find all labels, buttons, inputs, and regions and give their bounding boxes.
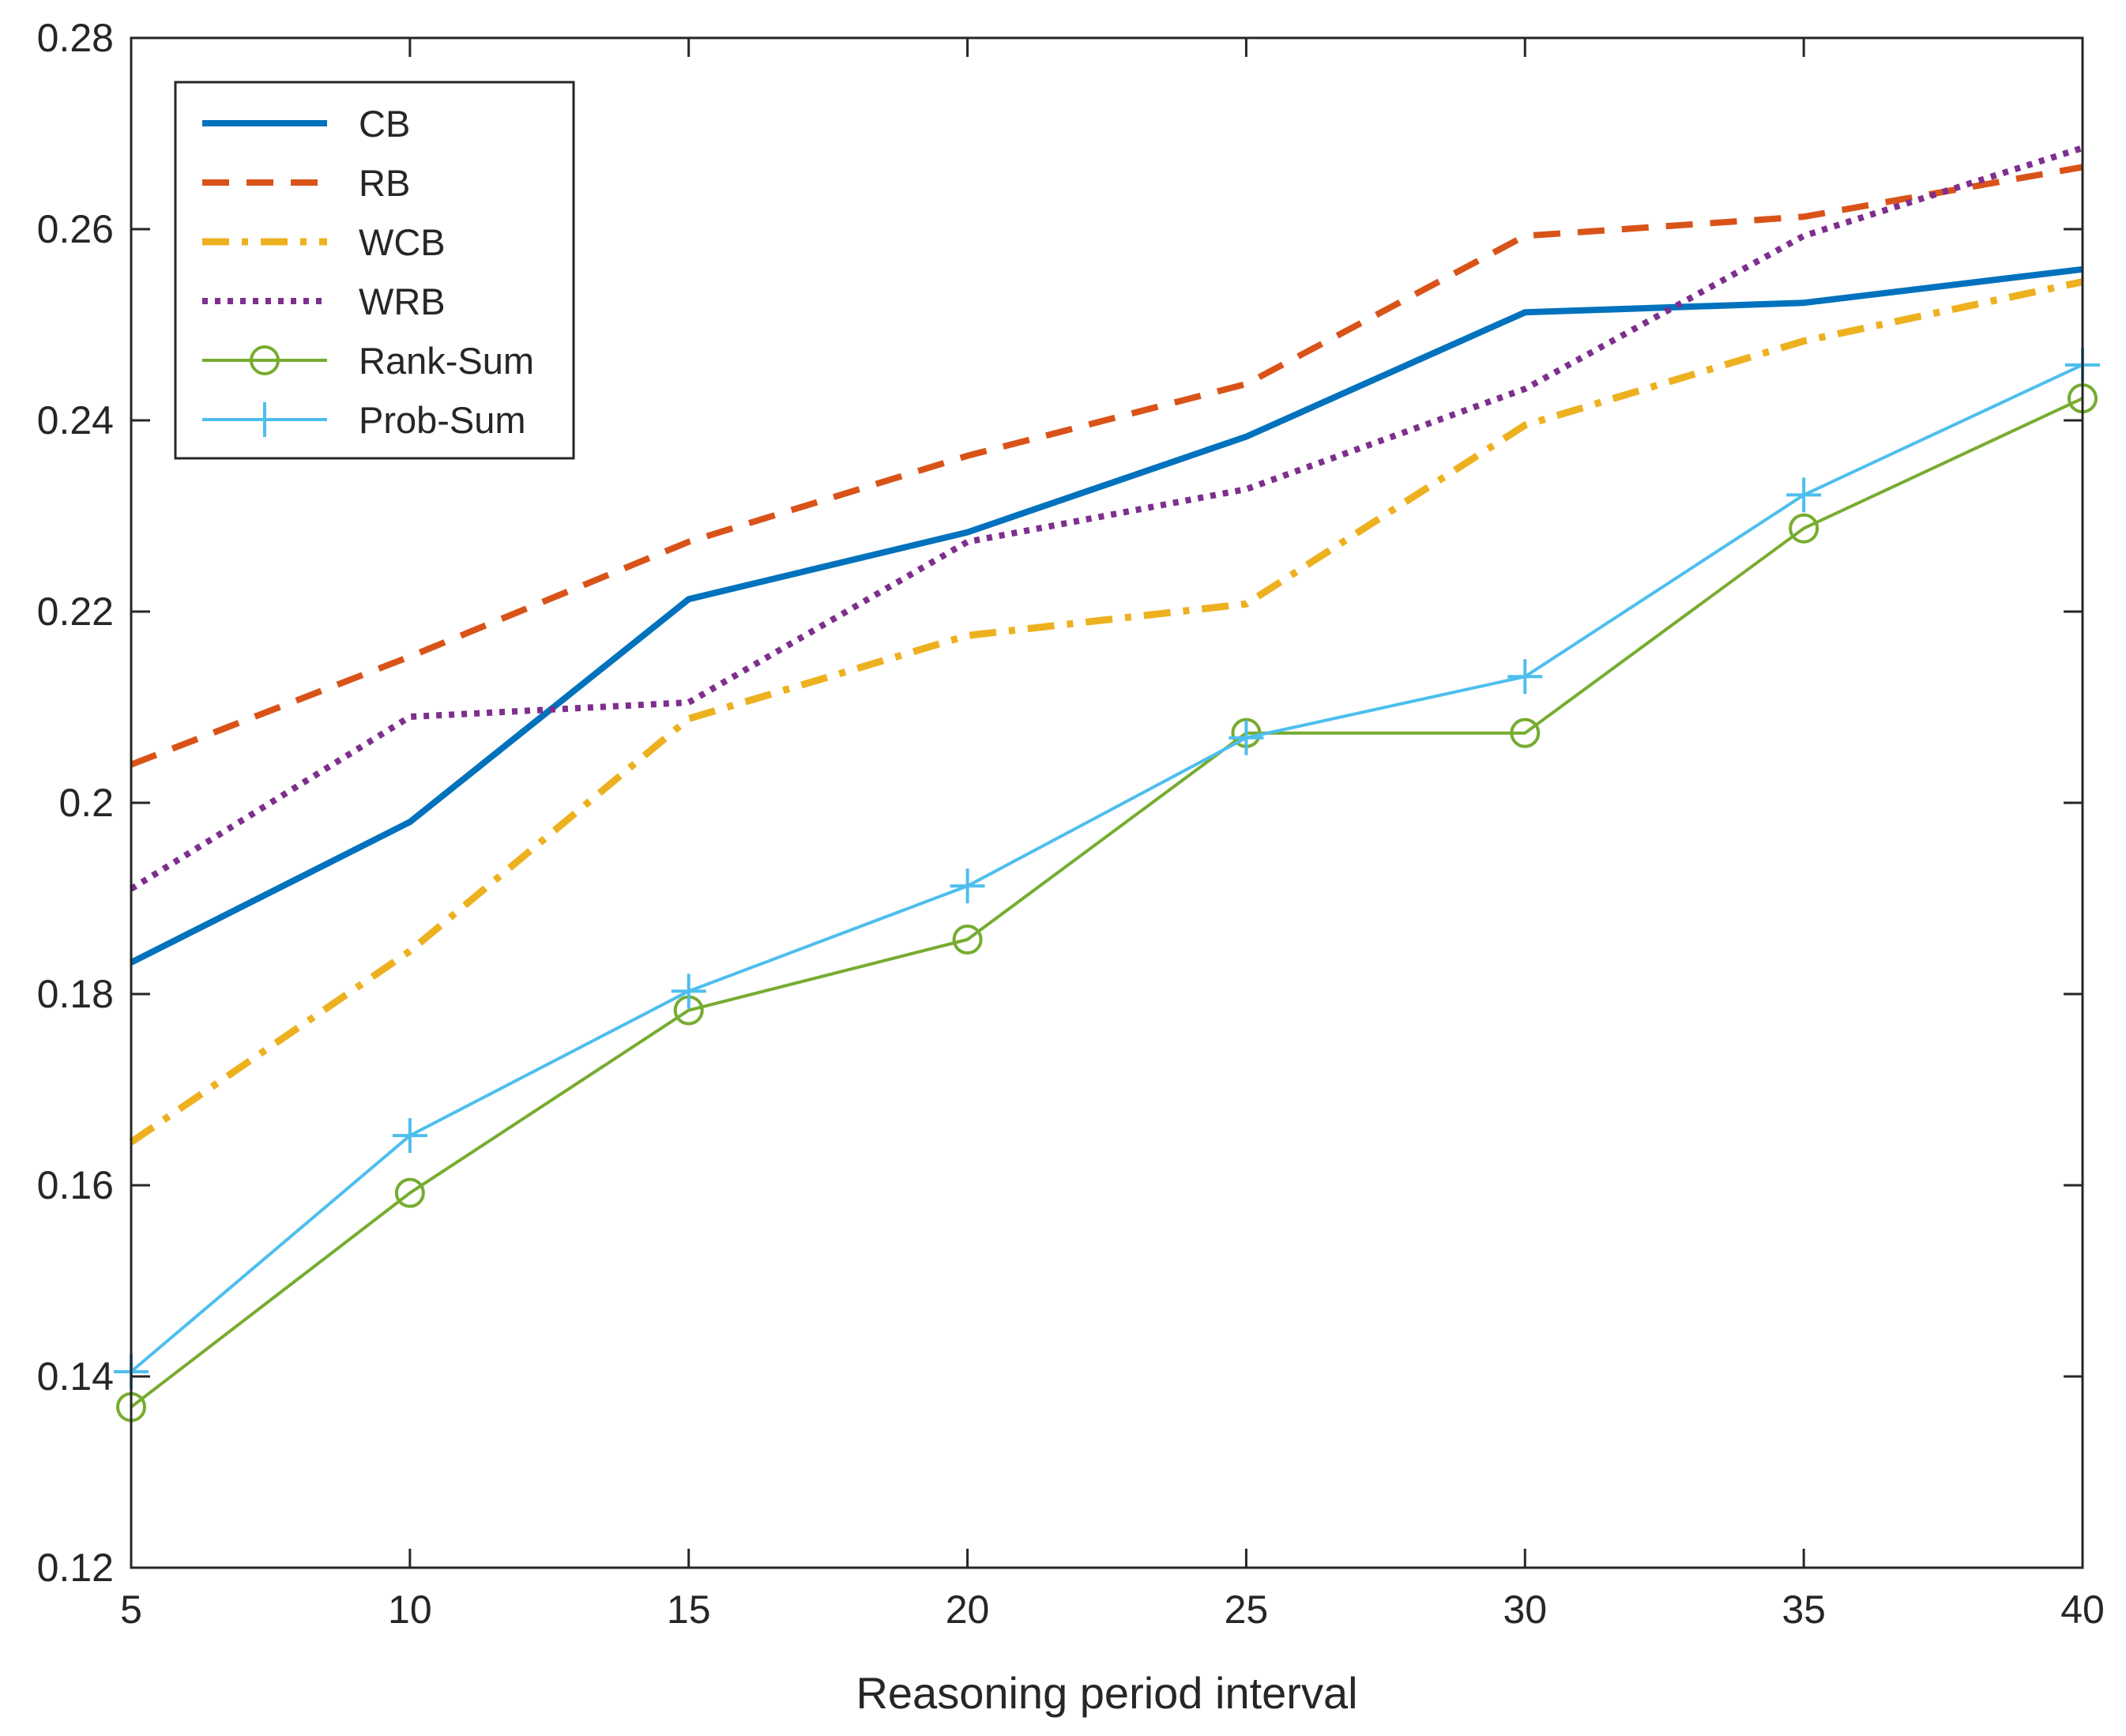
data-point-prob-sum <box>1786 477 1822 513</box>
x-axis-label: Reasoning period interval <box>856 1668 1357 1718</box>
legend-entry-wcb: WCB <box>202 221 446 263</box>
y-tick-label: 0.24 <box>37 398 114 442</box>
data-point-rank-sum <box>1789 513 1819 544</box>
legend-entry-wrb: WRB <box>202 281 446 322</box>
legend-marker-rank-sum <box>250 345 280 375</box>
data-point-rank-sum <box>952 924 983 955</box>
y-tick-label: 0.12 <box>37 1546 114 1590</box>
data-point-rank-sum <box>1510 717 1541 748</box>
x-tick-label: 5 <box>120 1587 142 1632</box>
legend-entry-rb: RB <box>202 162 410 204</box>
y-axis-tick-labels: 0.12 0.14 0.16 0.18 0.2 0.22 0.24 0.26 0.28 <box>37 16 114 1590</box>
data-point-prob-sum <box>1229 720 1264 755</box>
y-tick-label: 0.26 <box>37 207 114 251</box>
x-tick-label: 40 <box>2060 1587 2105 1632</box>
x-tick-label: 10 <box>388 1587 432 1632</box>
legend-label-wrb: WRB <box>359 281 446 322</box>
data-point-prob-sum <box>392 1118 427 1154</box>
legend-label-rank-sum: Rank-Sum <box>359 340 534 382</box>
x-tick-label: 30 <box>1503 1587 1547 1632</box>
y-tick-label: 0.22 <box>37 589 114 634</box>
y-tick-label: 0.2 <box>58 781 114 825</box>
legend-label-wcb: WCB <box>359 221 446 263</box>
legend-entry-rank-sum: Rank-Sum <box>202 340 534 382</box>
series-wcb <box>129 278 2083 1146</box>
x-tick-label: 35 <box>1782 1587 1826 1632</box>
series-prob-sum <box>114 347 2100 1389</box>
legend-marker-prob-sum <box>247 402 282 437</box>
y-tick-label: 0.16 <box>37 1163 114 1207</box>
series-line-cb <box>130 265 2083 966</box>
data-point-rank-sum <box>394 1177 425 1208</box>
legend-box <box>174 81 575 460</box>
legend-label-rb: RB <box>359 162 410 204</box>
data-point-prob-sum <box>950 868 985 904</box>
x-tick-label: 15 <box>667 1587 711 1632</box>
data-point-prob-sum <box>1507 659 1543 695</box>
series-line-wcb <box>129 278 2083 1146</box>
legend-entry-cb: CB <box>202 103 410 145</box>
series-line-prob-sum <box>130 363 2083 1373</box>
axis-ticks <box>130 36 2084 1569</box>
y-tick-label: 0.18 <box>37 972 114 1016</box>
plot-lines <box>114 145 2100 1422</box>
series-line-wrb <box>129 145 2084 892</box>
legend-label-prob-sum: Prob-Sum <box>359 399 526 441</box>
series-cb <box>130 265 2083 966</box>
x-tick-label: 20 <box>946 1587 990 1632</box>
data-point-prob-sum <box>671 973 706 1009</box>
y-tick-label: 0.28 <box>37 16 114 60</box>
series-rb <box>130 164 2083 768</box>
legend: CB RB WCB WRB Rank-Sum Prob-Sum <box>174 81 575 460</box>
x-axis-tick-labels: 5 10 15 20 25 30 35 40 <box>120 1587 2105 1632</box>
x-tick-label: 25 <box>1225 1587 1269 1632</box>
legend-label-cb: CB <box>359 103 410 145</box>
series-wrb <box>129 145 2084 892</box>
series-line-rank-sum <box>130 397 2083 1409</box>
y-tick-label: 0.14 <box>37 1354 114 1399</box>
legend-entry-prob-sum: Prob-Sum <box>202 399 526 441</box>
series-line-rb <box>130 164 2083 768</box>
